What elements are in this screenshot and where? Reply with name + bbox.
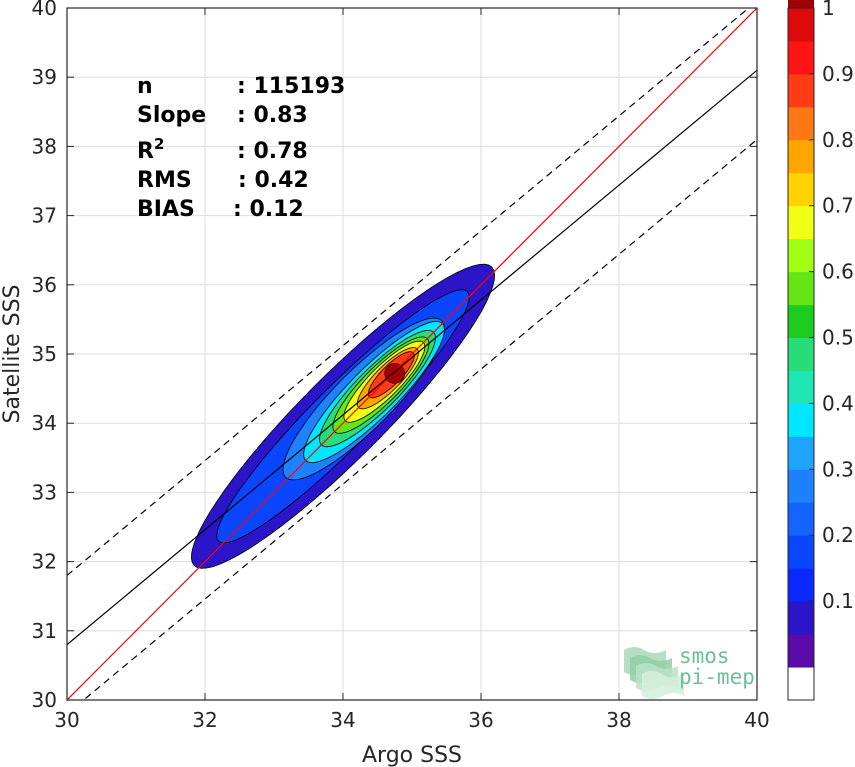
logo-wave bbox=[642, 671, 684, 699]
colorbar-band bbox=[788, 172, 814, 207]
colorbar: 0.1 0.2 0.3 0.4 0.5 0.6 0.7 0.8 0.9 1 bbox=[787, 0, 854, 701]
colorbar-band bbox=[788, 535, 814, 569]
stat-value: : 0.83 bbox=[237, 103, 308, 128]
regression-lower-line bbox=[82, 139, 757, 700]
colorbar-band bbox=[788, 469, 814, 503]
colorbar-tick-label: 0.6 bbox=[822, 260, 854, 284]
colorbar-band bbox=[788, 0, 814, 9]
y-tick-label: 40 bbox=[32, 0, 57, 20]
x-axis-ticks: 30 32 34 36 38 40 bbox=[54, 8, 770, 732]
x-tick-label: 30 bbox=[54, 708, 79, 732]
y-tick-label: 35 bbox=[32, 342, 57, 366]
colorbar-tick-label: 0.2 bbox=[822, 523, 854, 547]
regression-line bbox=[67, 69, 757, 646]
stat-label: RMS bbox=[137, 168, 192, 193]
colorbar-band bbox=[788, 502, 814, 536]
colorbar-tick-label: 0.4 bbox=[822, 391, 854, 415]
stat-label: R2 bbox=[137, 135, 164, 164]
colorbar-band bbox=[788, 403, 814, 437]
colorbar-tick-label: 0.7 bbox=[822, 194, 854, 218]
logo-text-pi-mep: pi-mep bbox=[679, 665, 755, 689]
stat-label: BIAS bbox=[137, 197, 195, 222]
y-tick-label: 30 bbox=[32, 688, 57, 712]
colorbar-tick-label: 0.9 bbox=[822, 62, 854, 86]
x-axis-label: Argo SSS bbox=[362, 743, 462, 767]
stat-value: : 115193 bbox=[237, 74, 345, 99]
stat-value: : 0.42 bbox=[238, 168, 309, 193]
regression-upper-line bbox=[67, 8, 750, 576]
y-axis-label: Satellite SSS bbox=[0, 285, 25, 424]
y-tick-label: 34 bbox=[32, 411, 57, 435]
colorbar-band bbox=[788, 139, 814, 174]
colorbar-band bbox=[788, 271, 814, 306]
colorbar-band bbox=[788, 337, 814, 371]
colorbar-tick-label: 0.5 bbox=[822, 326, 854, 350]
regression-lines bbox=[67, 8, 757, 700]
colorbar-band bbox=[788, 106, 814, 141]
y-tick-label: 31 bbox=[32, 619, 57, 643]
y-axis-ticks: 30 31 32 33 34 35 36 37 38 39 40 bbox=[32, 0, 757, 712]
colorbar-band bbox=[788, 73, 814, 108]
colorbar-band bbox=[788, 601, 814, 635]
colorbar-band bbox=[788, 634, 814, 668]
x-tick-label: 36 bbox=[468, 708, 493, 732]
colorbar-frame bbox=[787, 7, 815, 701]
identity-line bbox=[67, 8, 757, 700]
colorbar-band bbox=[788, 205, 814, 240]
stat-label: n bbox=[137, 74, 153, 99]
colorbar-tick-label: 0.3 bbox=[822, 457, 854, 481]
x-tick-label: 40 bbox=[744, 708, 769, 732]
colorbar-band bbox=[788, 436, 814, 470]
x-tick-label: 38 bbox=[606, 708, 631, 732]
stat-label: Slope bbox=[137, 103, 206, 128]
colorbar-band bbox=[788, 8, 814, 42]
stat-superscript: 2 bbox=[154, 135, 164, 153]
statistics-box: n : 115193 Slope : 0.83 R2 : 0.78 RMS : 0.42 BIA… bbox=[137, 74, 345, 222]
colorbar-band-empty bbox=[788, 667, 814, 700]
colorbar-tick-label: 1 bbox=[822, 0, 835, 20]
y-tick-label: 38 bbox=[32, 134, 57, 158]
stat-value: : 0.78 bbox=[237, 139, 308, 164]
colorbar-tick-label: 0.8 bbox=[822, 128, 854, 152]
colorbar-band bbox=[788, 568, 814, 602]
y-tick-label: 33 bbox=[32, 480, 57, 504]
colorbar-band bbox=[788, 40, 814, 75]
logo-text-smos: smos bbox=[679, 644, 730, 668]
y-tick-label: 37 bbox=[32, 204, 57, 228]
stat-value: : 0.12 bbox=[233, 197, 304, 222]
colorbar-tick-label: 0.1 bbox=[822, 589, 854, 613]
colorbar-band bbox=[788, 238, 814, 273]
x-tick-label: 32 bbox=[192, 708, 217, 732]
y-tick-label: 39 bbox=[32, 65, 57, 89]
y-tick-label: 32 bbox=[32, 550, 57, 574]
x-tick-label: 34 bbox=[330, 708, 355, 732]
colorbar-band bbox=[788, 370, 814, 404]
y-tick-label: 36 bbox=[32, 273, 57, 297]
colorbar-band bbox=[788, 304, 814, 339]
